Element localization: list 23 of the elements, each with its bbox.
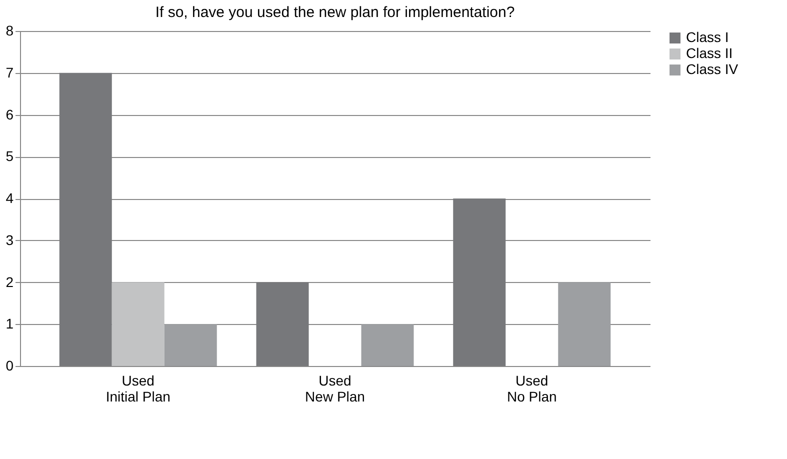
y-tick-label: 5 <box>6 148 14 164</box>
bar <box>453 198 506 366</box>
y-tick-label: 3 <box>6 232 14 248</box>
legend-label: Class II <box>686 45 733 61</box>
legend-label: Class I <box>686 29 729 45</box>
bar <box>112 282 164 366</box>
y-tick-label: 8 <box>6 22 14 38</box>
legend-label: Class IV <box>686 61 739 77</box>
y-tick-label: 7 <box>6 64 14 80</box>
y-tick-label: 6 <box>6 106 14 122</box>
bar <box>558 282 611 366</box>
x-tick-label: Used New Plan <box>305 372 365 404</box>
y-tick-label: 1 <box>6 316 14 332</box>
x-tick-label: Used No Plan <box>506 372 557 404</box>
y-tick-label: 4 <box>6 190 14 206</box>
bar <box>59 72 112 366</box>
bar <box>361 324 414 366</box>
bar <box>164 324 217 366</box>
x-tick-label: Used Initial Plan <box>106 372 170 404</box>
y-tick-label: 0 <box>6 358 14 374</box>
chart-title: If so, have you used the new plan for implementation? <box>155 4 515 21</box>
y-tick-label: 2 <box>6 274 14 290</box>
bar <box>256 282 309 366</box>
